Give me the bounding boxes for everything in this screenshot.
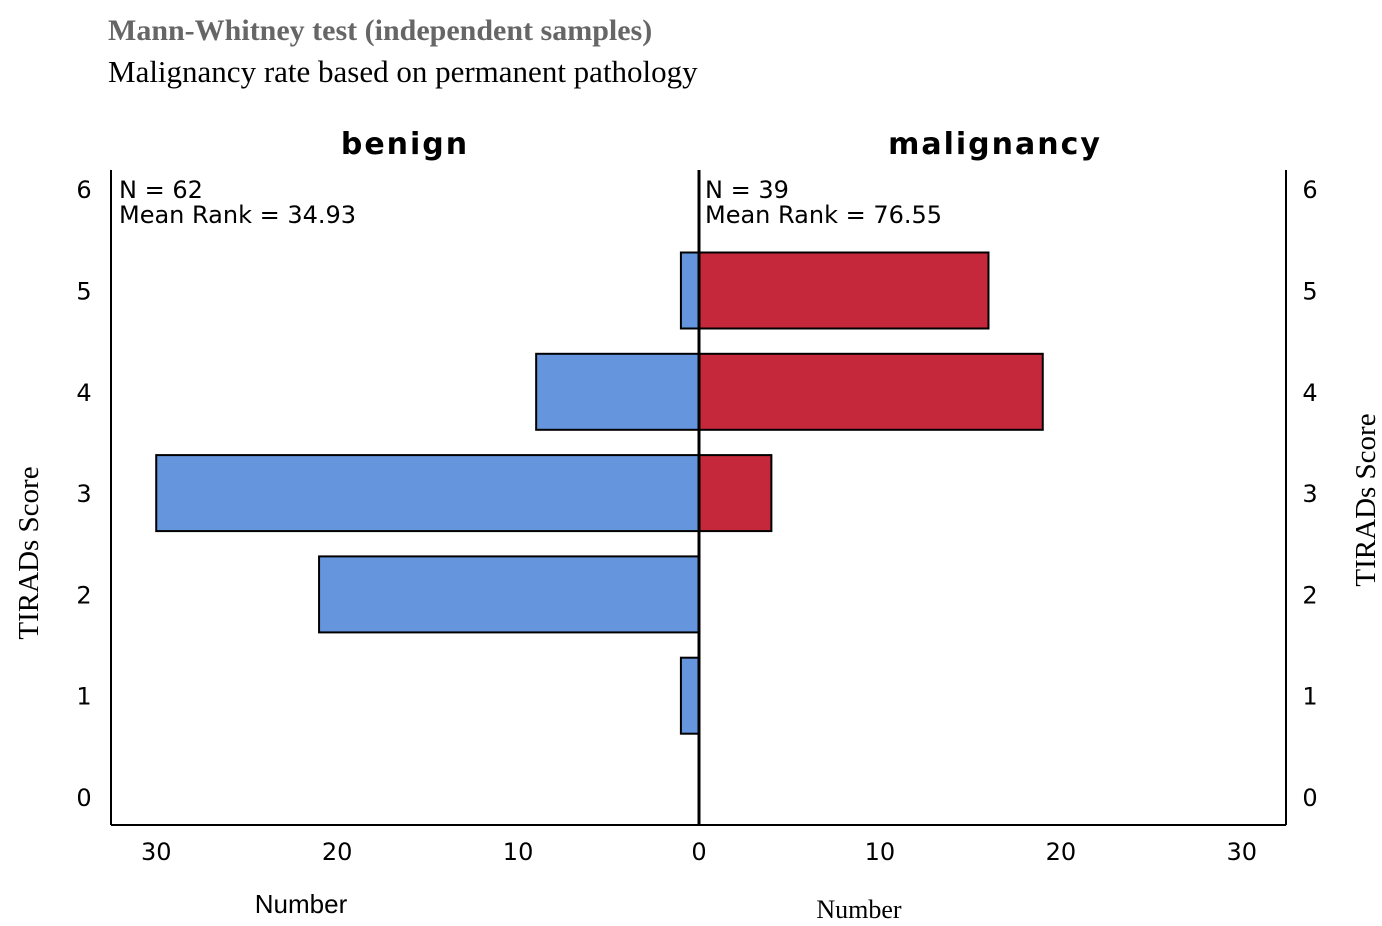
y-tick-left: 6 <box>76 176 91 204</box>
panel-title-benign: benign <box>341 127 469 162</box>
benign-n: N = 62 <box>119 176 203 204</box>
chart-subtitle: Malignancy rate based on permanent patho… <box>108 54 698 89</box>
y-tick-left: 2 <box>76 581 91 609</box>
axes <box>110 170 1287 826</box>
x-tick-right: 30 <box>1226 838 1257 866</box>
y-tick-right: 4 <box>1302 379 1317 407</box>
benign-mean-rank: Mean Rank = 34.93 <box>119 201 356 229</box>
y-tick-left: 5 <box>76 278 91 306</box>
malignancy-n: N = 39 <box>705 176 789 204</box>
bar-benign-score-4 <box>535 352 701 431</box>
bar-benign-score-1 <box>679 656 701 735</box>
y-axis-title-left: TIRADs Score <box>13 466 45 639</box>
y-tick-right: 1 <box>1302 683 1317 711</box>
panel-title-malignancy: malignancy <box>888 127 1102 162</box>
y-tick-right: 3 <box>1302 480 1317 508</box>
malignancy-bars <box>698 251 1044 533</box>
chart-title: Mann-Whitney test (independent samples) <box>108 14 653 47</box>
x-axis-title-right: Number <box>816 895 902 924</box>
y-tick-left: 1 <box>76 683 91 711</box>
chart-labels: 0 0 1 1 2 2 3 3 4 4 5 5 6 6 30 20 10 0 10 20 30 benign maligna… <box>13 127 1382 924</box>
y-tick-left: 4 <box>76 379 91 407</box>
y-tick-right: 0 <box>1302 784 1317 812</box>
malignancy-mean-rank: Mean Rank = 76.55 <box>705 201 942 229</box>
x-tick-left: 30 <box>141 838 172 866</box>
x-tick-left: 10 <box>503 838 534 866</box>
bar-malignancy-score-3 <box>698 454 773 533</box>
y-tick-left: 3 <box>76 480 91 508</box>
benign-bars <box>155 251 701 735</box>
bar-benign-score-3 <box>155 454 700 533</box>
x-tick-right: 10 <box>865 838 896 866</box>
y-tick-left: 0 <box>76 784 91 812</box>
y-tick-right: 5 <box>1302 278 1317 306</box>
y-tick-right: 2 <box>1302 581 1317 609</box>
x-tick-right: 20 <box>1046 838 1077 866</box>
bar-malignancy-score-4 <box>698 352 1044 431</box>
x-tick-left: 0 <box>691 838 706 866</box>
x-tick-left: 20 <box>322 838 353 866</box>
y-axis-title-right: TIRADs Score <box>1350 413 1382 586</box>
bar-malignancy-score-5 <box>698 251 990 330</box>
x-axis-title-left: Number <box>255 889 348 919</box>
bar-benign-score-2 <box>318 555 700 634</box>
y-tick-right: 6 <box>1302 176 1317 204</box>
bar-benign-score-5 <box>679 251 701 330</box>
